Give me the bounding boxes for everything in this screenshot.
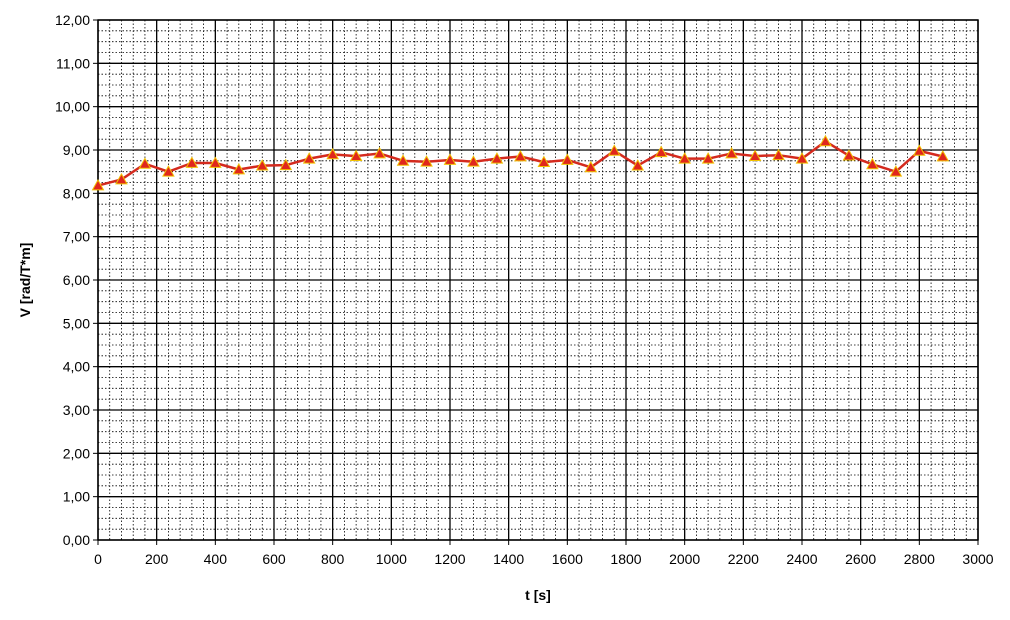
x-tick-label: 1200 — [434, 551, 465, 567]
data-point-marker — [654, 145, 668, 158]
data-point-marker — [842, 149, 856, 161]
x-tick-label: 800 — [321, 551, 345, 567]
data-point-marker — [162, 165, 175, 177]
axis-ticks — [93, 19, 979, 545]
data-point-marker — [490, 152, 504, 164]
data-point-marker — [138, 157, 152, 169]
y-tick-label: 1,00 — [63, 489, 90, 505]
y-tick-label: 8,00 — [63, 185, 90, 201]
x-tick-label: 1600 — [552, 551, 583, 567]
data-point-marker — [185, 156, 199, 168]
data-point-marker — [701, 152, 715, 164]
y-tick-label: 11,00 — [56, 55, 90, 71]
data-point-marker — [819, 134, 832, 147]
series-layer — [91, 134, 950, 191]
data-point-marker — [889, 165, 903, 177]
data-point-marker — [396, 154, 410, 166]
data-point-marker — [302, 152, 316, 164]
data-point-marker — [208, 156, 222, 168]
y-tick-label: 10,00 — [55, 99, 90, 115]
data-point-marker — [279, 158, 293, 171]
x-tick-label: 2400 — [786, 551, 817, 567]
data-point-marker — [467, 155, 480, 167]
data-point-marker — [631, 159, 645, 171]
y-tick-label: 12,00 — [55, 12, 90, 28]
y-tick-label: 3,00 — [63, 402, 90, 418]
y-tick-label: 6,00 — [63, 272, 90, 288]
y-axis-title: V [rad/T*m] — [17, 243, 33, 318]
data-point-marker — [514, 149, 527, 162]
data-point-marker — [607, 144, 621, 156]
x-tick-label: 1400 — [493, 551, 524, 567]
data-point-marker — [373, 146, 386, 159]
data-point-marker — [91, 179, 105, 191]
y-tick-label: 0,00 — [63, 532, 90, 548]
data-point-marker — [678, 152, 692, 164]
data-point-marker — [866, 157, 879, 170]
x-tick-label: 2000 — [669, 551, 700, 567]
data-point-marker — [584, 160, 598, 173]
y-tick-label: 5,00 — [63, 315, 90, 331]
y-axis-tick-labels: 0,00 1,00 2,00 3,00 4,00 5,00 6,00 7,00 8,00 9,00… — [55, 12, 90, 548]
data-point-marker — [349, 149, 363, 161]
data-point-marker — [443, 153, 457, 165]
data-point-marker — [255, 159, 269, 171]
x-axis-tick-labels: 0 200 400 600 800 1000 1200 1400 1600 1800 2000 220… — [94, 551, 994, 567]
data-point-marker — [115, 172, 128, 185]
y-tick-label: 7,00 — [63, 229, 90, 245]
data-point-marker — [420, 155, 433, 167]
x-axis-title: t [s] — [525, 587, 551, 603]
data-point-marker — [326, 147, 340, 160]
data-point-marker — [748, 149, 762, 161]
data-point-marker — [912, 144, 926, 156]
data-point-marker — [795, 152, 809, 164]
data-point-marker — [725, 146, 738, 159]
y-tick-label: 9,00 — [63, 142, 90, 158]
x-tick-label: 2600 — [845, 551, 876, 567]
data-point-marker — [936, 149, 950, 162]
x-tick-label: 400 — [204, 551, 228, 567]
x-tick-label: 3000 — [962, 551, 993, 567]
data-point-marker — [772, 148, 785, 161]
data-point-marker — [560, 153, 574, 165]
y-tick-label: 2,00 — [63, 445, 90, 461]
x-tick-label: 600 — [262, 551, 286, 567]
data-point-marker — [232, 162, 246, 175]
x-tick-label: 2800 — [904, 551, 935, 567]
y-tick-label: 4,00 — [63, 359, 90, 375]
data-point-marker — [537, 155, 551, 168]
x-tick-label: 2200 — [728, 551, 759, 567]
x-tick-label: 0 — [94, 551, 102, 567]
x-tick-label: 1800 — [610, 551, 641, 567]
x-tick-label: 1000 — [376, 551, 407, 567]
major-grid — [97, 19, 979, 541]
x-tick-label: 200 — [145, 551, 169, 567]
